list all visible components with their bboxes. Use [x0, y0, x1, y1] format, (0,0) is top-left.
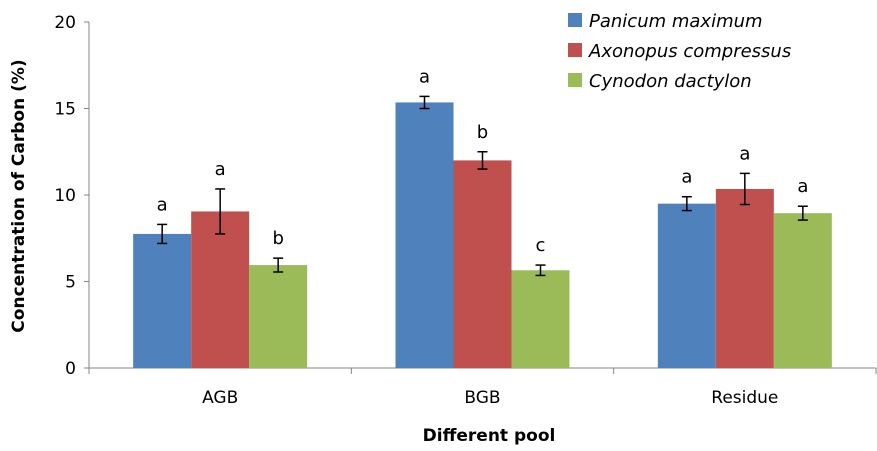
y-tick-label: 20 [54, 13, 76, 33]
significance-label: a [797, 176, 808, 197]
significance-label: a [739, 143, 750, 164]
significance-label: c [536, 235, 546, 256]
bar [133, 233, 192, 368]
y-axis-title: Concentration of Carbon (%) [9, 59, 29, 332]
legend: Panicum maximum Axonopus compressus Cynodo… [568, 11, 791, 92]
legend-swatch [568, 13, 582, 27]
y-tick-label: 0 [65, 359, 76, 379]
bar [395, 102, 454, 368]
significance-label: a [419, 66, 430, 87]
significance-label: a [215, 159, 226, 180]
bar [511, 270, 570, 368]
significance-label: b [272, 228, 283, 249]
bar [453, 160, 512, 368]
legend-swatch [568, 73, 582, 87]
bar [191, 211, 250, 368]
x-axis-title: Different pool [423, 426, 556, 446]
bar [657, 203, 716, 368]
y-tick-label: 5 [65, 273, 76, 293]
x-tick-label: BGB [464, 388, 500, 408]
legend-entry: Panicum maximum [589, 11, 763, 32]
x-tick-label: AGB [202, 388, 238, 408]
legend-swatch [568, 43, 582, 57]
x-tick-label: Residue [711, 388, 778, 408]
legend-entry: Cynodon dactylon [589, 71, 752, 92]
y-tick-label: 10 [54, 186, 76, 206]
significance-label: a [681, 167, 692, 188]
bar [715, 188, 774, 368]
legend-entry: Axonopus compressus [588, 41, 791, 62]
bars: a a b a b c a a a [133, 66, 832, 368]
significance-label: b [477, 122, 488, 143]
y-tick-label: 15 [54, 100, 76, 120]
bar [773, 213, 832, 368]
bar [249, 265, 308, 368]
significance-label: a [157, 194, 168, 215]
